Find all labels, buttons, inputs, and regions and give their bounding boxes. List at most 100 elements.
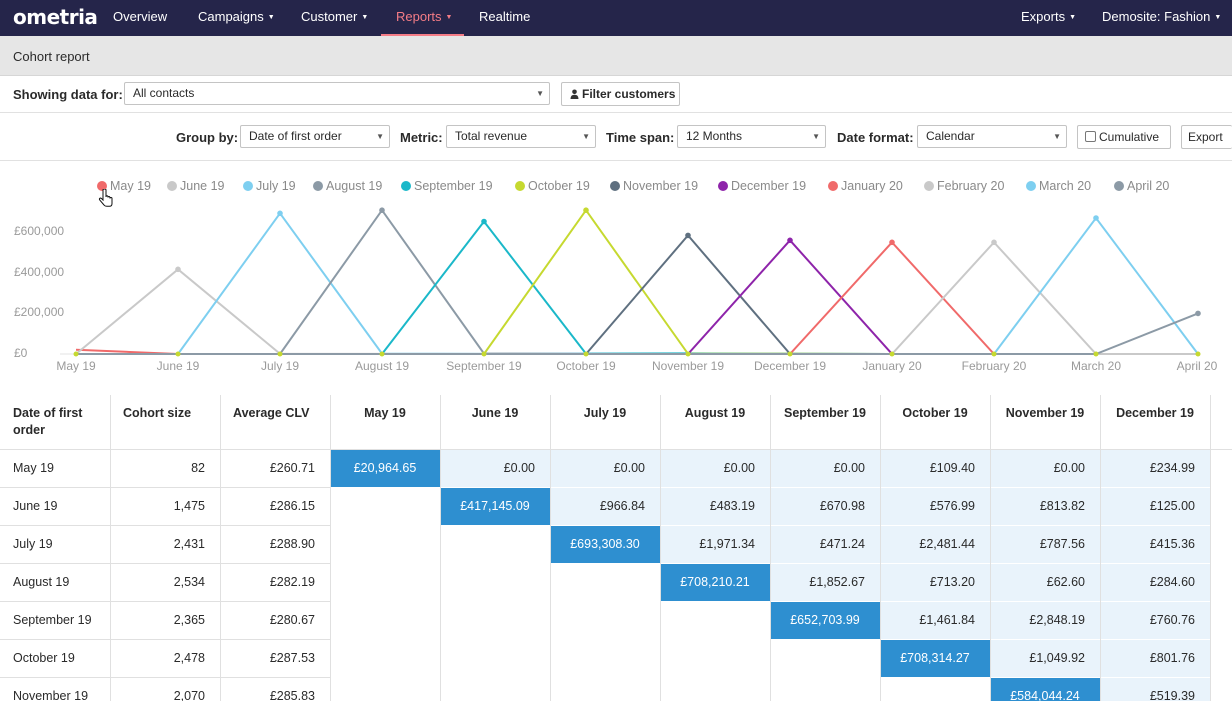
revenue-cell[interactable]: £125.00 (1101, 488, 1210, 525)
revenue-cell[interactable]: £0.00 (441, 450, 550, 487)
column-header[interactable]: July 19 (583, 406, 627, 420)
legend-item[interactable]: November 19 (610, 179, 698, 193)
revenue-cell[interactable]: £576.99 (881, 488, 990, 525)
legend-item[interactable]: June 19 (167, 179, 224, 193)
revenue-cell[interactable]: £2,848.19 (991, 602, 1100, 639)
legend-item[interactable]: May 19 (97, 179, 151, 193)
revenue-cell[interactable]: £0.00 (991, 450, 1100, 487)
nav-campaigns[interactable]: Campaigns ▼ (198, 9, 275, 24)
column-divider (990, 395, 991, 701)
legend-label: November 19 (623, 179, 699, 193)
revenue-cell[interactable]: £519.39 (1101, 678, 1210, 701)
row-divider (0, 677, 330, 678)
legend-item[interactable]: April 20 (1114, 179, 1169, 193)
revenue-cell[interactable]: £1,049.92 (991, 640, 1100, 677)
nav-exports[interactable]: Exports ▼ (1021, 9, 1077, 24)
column-header[interactable]: May 19 (364, 406, 406, 420)
revenue-cell[interactable]: £234.99 (1101, 450, 1210, 487)
column-header[interactable]: Date of first order (13, 406, 83, 437)
x-tick-label: November 19 (651, 359, 725, 373)
column-header[interactable]: Average CLV (233, 406, 310, 420)
revenue-cell[interactable]: £0.00 (551, 450, 660, 487)
revenue-cell[interactable]: £713.20 (881, 564, 990, 601)
column-header[interactable]: June 19 (471, 406, 519, 420)
series-line (76, 312, 1199, 355)
nav-reports[interactable]: Reports ▼ (381, 0, 464, 36)
column-header[interactable]: December 19 (1116, 406, 1194, 420)
column-header[interactable]: August 19 (684, 406, 746, 420)
legend-dot-icon (924, 181, 934, 191)
revenue-cell[interactable]: £787.56 (991, 526, 1100, 563)
legend-item[interactable]: January 20 (828, 179, 903, 193)
cumulative-toggle[interactable]: Cumulative (1077, 125, 1171, 149)
series-point (685, 232, 691, 239)
highlight-cell[interactable]: £708,314.27 (881, 640, 990, 677)
nav-realtime[interactable]: Realtime (479, 9, 531, 24)
legend-item[interactable]: October 19 (515, 179, 590, 193)
revenue-cell[interactable]: £670.98 (771, 488, 880, 525)
legend-item[interactable]: February 20 (924, 179, 1004, 193)
cohort-size: 2,070 (173, 689, 205, 701)
column-divider (440, 395, 441, 701)
metric-select[interactable]: Total revenue ▼ (446, 125, 596, 148)
date-format-select[interactable]: Calendar ▼ (917, 125, 1067, 148)
revenue-cell[interactable]: £1,461.84 (881, 602, 990, 639)
revenue-value: £760.76 (1149, 613, 1195, 627)
revenue-cell[interactable]: £2,481.44 (881, 526, 990, 563)
legend-item[interactable]: August 19 (313, 179, 382, 193)
cohort-table: Date of first order Cohort size Average CL… (0, 395, 1232, 701)
series-point (1093, 215, 1099, 221)
legend-item[interactable]: September 19 (401, 179, 493, 193)
ometria-logo[interactable]: ometria (13, 5, 98, 29)
highlight-cell[interactable]: £708,210.21 (661, 564, 770, 601)
top-nav: ometria Overview Campaigns ▼ Customer ▼ Re… (0, 0, 1232, 36)
column-divider (550, 395, 551, 701)
revenue-cell[interactable]: £966.84 (551, 488, 660, 525)
revenue-cell[interactable]: £0.00 (771, 450, 880, 487)
export-button[interactable]: Export (1181, 125, 1232, 149)
page-title: Cohort report (13, 49, 90, 64)
nav-overview[interactable]: Overview (113, 9, 168, 24)
nav-customer[interactable]: Customer ▼ (301, 9, 369, 24)
column-header[interactable]: Cohort size (123, 406, 192, 420)
contact-segment-select[interactable]: All contacts ▼ (124, 82, 550, 105)
revenue-cell[interactable]: £813.82 (991, 488, 1100, 525)
column-header[interactable]: October 19 (902, 406, 968, 420)
highlight-cell[interactable]: £584,044.24 (991, 678, 1100, 701)
revenue-cell[interactable]: £284.60 (1101, 564, 1210, 601)
cumulative-checkbox[interactable] (1085, 131, 1096, 142)
revenue-value: £0.00 (1053, 461, 1085, 475)
time-span-select[interactable]: 12 Months ▼ (677, 125, 826, 148)
filter-customers-button[interactable]: Filter customers (561, 82, 680, 106)
revenue-cell[interactable]: £62.60 (991, 564, 1100, 601)
series-point (991, 239, 997, 246)
revenue-value: £0.00 (723, 461, 755, 475)
report-options-bar: Group by: Date of first order ▼ Metric: T… (0, 113, 1232, 161)
y-tick-label: £200,000 (14, 305, 65, 320)
legend-item[interactable]: July 19 (243, 179, 296, 193)
column-header[interactable]: September 19 (784, 406, 866, 420)
legend-item[interactable]: March 20 (1026, 179, 1091, 193)
highlight-cell[interactable]: £693,308.30 (551, 526, 660, 563)
cohort-label: June 19 (13, 499, 58, 513)
series-point (277, 351, 283, 357)
legend-item[interactable]: December 19 (718, 179, 806, 193)
series-point (175, 266, 181, 273)
revenue-cell[interactable]: £801.76 (1101, 640, 1210, 677)
revenue-cell[interactable]: £1,971.34 (661, 526, 770, 563)
revenue-cell[interactable]: £415.36 (1101, 526, 1210, 563)
nav-demosite[interactable]: Demosite: Fashion ▼ (1102, 9, 1222, 24)
revenue-cell[interactable]: £760.76 (1101, 602, 1210, 639)
revenue-cell[interactable]: £483.19 (661, 488, 770, 525)
column-header[interactable]: November 19 (1005, 406, 1085, 420)
highlight-cell[interactable]: £20,964.65 (331, 450, 440, 487)
revenue-cell[interactable]: £1,852.67 (771, 564, 880, 601)
column-divider (110, 395, 111, 701)
revenue-cell[interactable]: £109.40 (881, 450, 990, 487)
cohort-label: October 19 (13, 651, 75, 665)
revenue-cell[interactable]: £471.24 (771, 526, 880, 563)
revenue-cell[interactable]: £0.00 (661, 450, 770, 487)
highlight-cell[interactable]: £652,703.99 (771, 602, 880, 639)
group-by-select[interactable]: Date of first order ▼ (240, 125, 390, 148)
highlight-cell[interactable]: £417,145.09 (441, 488, 550, 525)
